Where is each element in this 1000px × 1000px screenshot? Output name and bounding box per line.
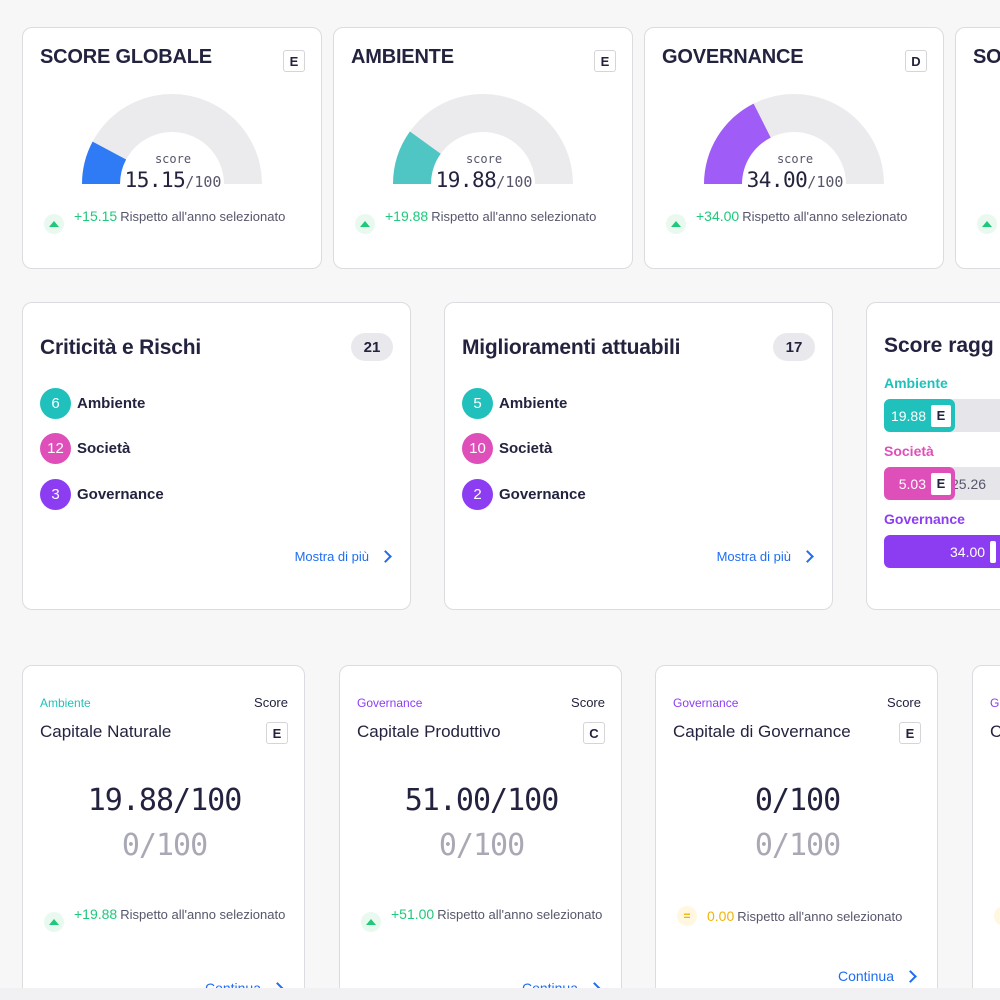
capital-card-partial: G C =: [972, 665, 1000, 1000]
continue-link[interactable]: Continua: [838, 968, 917, 984]
grade-badge: E: [283, 50, 305, 72]
delta-indicator: +15.15 Rispetto all'anno selezionato: [44, 208, 304, 234]
gauge-value: 34.00/100: [746, 168, 844, 192]
up-arrow-icon: [44, 214, 64, 234]
grade-badge: E: [266, 722, 288, 744]
delta-indicator: [977, 208, 1000, 234]
score-label: Score: [571, 695, 605, 710]
grade-badge: E: [931, 404, 951, 427]
grade-badge: C: [583, 722, 605, 744]
gauge-fill: [393, 131, 441, 184]
capitale-produttivo-card: Governance Score Capitale Produttivo C 5…: [339, 665, 622, 1000]
delta-indicator: +51.00 Rispetto all'anno selezionato: [361, 906, 611, 932]
card-title: Score ragg: [884, 334, 994, 357]
count-badge: 17: [773, 333, 815, 361]
risks-card: Criticità e Rischi 21 6 Ambiente 12 Soci…: [22, 302, 411, 610]
grade-badge: E: [899, 722, 921, 744]
chevron-right-icon: [904, 969, 917, 983]
bar-label-ambiente: Ambiente: [884, 375, 948, 391]
ambiente-card: AMBIENTE E score 19.88/100 +19.88 Rispett…: [333, 27, 633, 269]
delta-indicator: +34.00 Rispetto all'anno selezionato: [666, 208, 926, 234]
capital-name: Capitale Produttivo: [357, 722, 501, 741]
previous-score: 0/100: [121, 828, 208, 863]
card-title: SO: [973, 46, 1000, 68]
score-bar-societa: 25.26 5.03 E: [884, 467, 1000, 500]
previous-score: 0/100: [438, 828, 525, 863]
gauge-chart: [704, 94, 884, 184]
list-item-ambiente: 5 Ambiente: [462, 388, 567, 419]
capital-name: Capitale di Governance: [673, 722, 851, 741]
category-label: Governance: [673, 696, 739, 710]
list-item-governance: 2 Governance: [462, 479, 586, 510]
governance-card: GOVERNANCE D score 34.00/100 +34.00 Rispe…: [644, 27, 944, 269]
bar-label-governance: Governance: [884, 511, 965, 527]
equal-icon: =: [994, 906, 1000, 926]
grade-badge: E: [594, 50, 616, 72]
up-arrow-icon: [666, 214, 686, 234]
score-label: Score: [887, 695, 921, 710]
current-score: 19.88/100: [87, 783, 243, 818]
up-arrow-icon: [44, 912, 64, 932]
score-bars-card: Score ragg Ambiente 19.88 E Società 25.2…: [866, 302, 1000, 610]
grade-badge: E: [931, 472, 951, 495]
up-arrow-icon: [361, 912, 381, 932]
score-label: Score: [254, 695, 288, 710]
gauge-value: 19.88/100: [435, 168, 533, 192]
category-label: Ambiente: [40, 696, 91, 710]
previous-score: 0/100: [754, 828, 841, 863]
gauge-chart: [393, 94, 573, 184]
chevron-right-icon: [379, 550, 392, 563]
grade-badge: D: [905, 50, 927, 72]
gauge-label: score: [154, 152, 192, 166]
capital-name: C: [990, 722, 1000, 742]
card-title: AMBIENTE: [351, 46, 454, 68]
category-label: Governance: [357, 696, 423, 710]
gauge-fill: [704, 103, 771, 184]
count-badge: 21: [351, 333, 393, 361]
score-bar-ambiente: 19.88 E: [884, 399, 1000, 432]
delta-indicator: +19.88 Rispetto all'anno selezionato: [44, 906, 294, 932]
current-score: 51.00/100: [404, 783, 560, 818]
capitale-naturale-card: Ambiente Score Capitale Naturale E 19.88…: [22, 665, 305, 1000]
capital-name: Capitale Naturale: [40, 722, 172, 741]
gauge-value: 15.15/100: [124, 168, 222, 192]
gauge-fill: [82, 141, 127, 184]
improvements-card: Miglioramenti attuabili 17 5 Ambiente 10…: [444, 302, 833, 610]
up-arrow-icon: [977, 214, 997, 234]
gauge-label: score: [776, 152, 814, 166]
list-item-governance: 3 Governance: [40, 479, 164, 510]
up-arrow-icon: [355, 214, 375, 234]
current-score: 0/100: [754, 783, 841, 818]
show-more-link[interactable]: Mostra di più: [295, 549, 392, 564]
show-more-link[interactable]: Mostra di più: [717, 549, 814, 564]
equal-icon: =: [677, 906, 697, 926]
societa-card-partial: SO: [955, 27, 1000, 269]
capitale-governance-card: Governance Score Capitale di Governance …: [655, 665, 938, 1000]
category-label: G: [990, 696, 1000, 710]
delta-indicator: +19.88 Rispetto all'anno selezionato: [355, 208, 615, 234]
horizontal-scrollbar[interactable]: [0, 988, 1000, 1000]
card-title: SCORE GLOBALE: [40, 46, 212, 68]
gauge-label: score: [465, 152, 503, 166]
list-item-societa: 10 Società: [462, 433, 552, 464]
delta-indicator: = 0.00 Rispetto all'anno selezionato: [677, 906, 927, 926]
delta-indicator: =: [994, 906, 1000, 926]
card-title: Criticità e Rischi: [40, 336, 201, 359]
bar-label-societa: Società: [884, 443, 934, 459]
score-globale-card: SCORE GLOBALE E score 15.15/100 +15.15 Ri…: [22, 27, 322, 269]
card-title: Miglioramenti attuabili: [462, 336, 681, 359]
list-item-societa: 12 Società: [40, 433, 130, 464]
card-title: GOVERNANCE: [662, 46, 804, 68]
gauge-chart: [82, 94, 262, 184]
chevron-right-icon: [801, 550, 814, 563]
score-bar-governance: 34.00: [884, 535, 1000, 568]
list-item-ambiente: 6 Ambiente: [40, 388, 145, 419]
